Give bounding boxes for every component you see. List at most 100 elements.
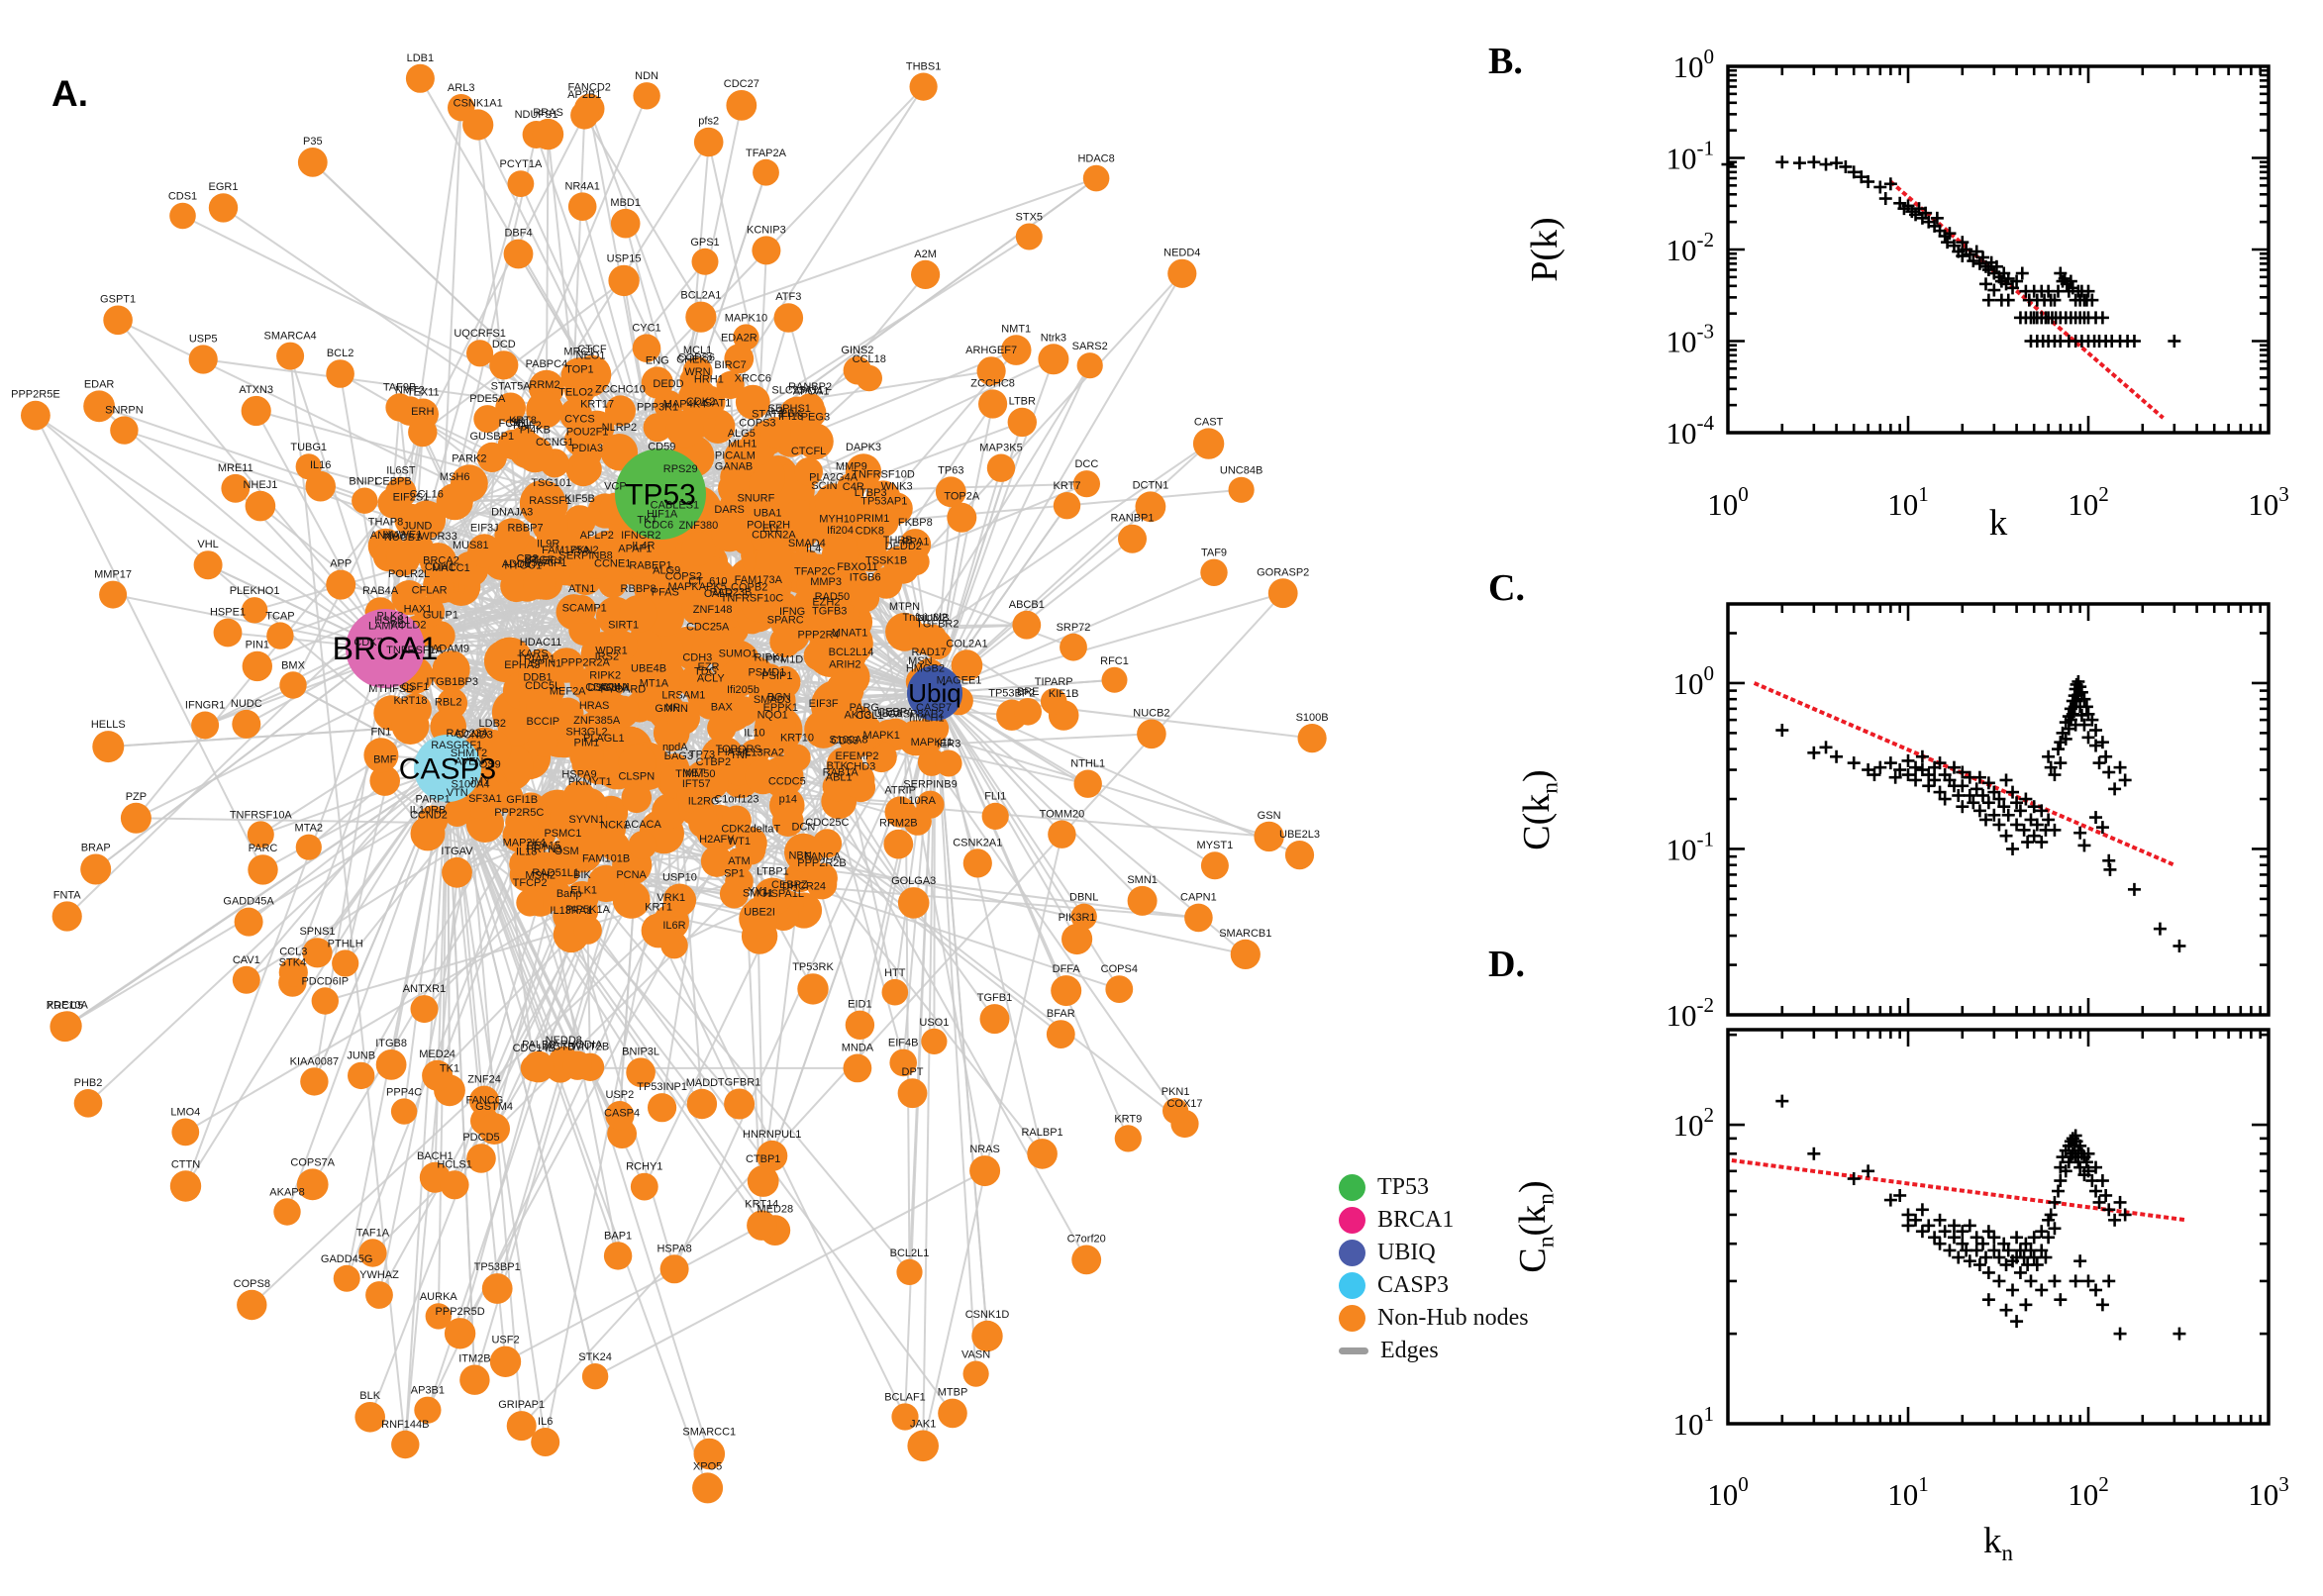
gene-label: UNC84B [1220,465,1262,477]
gene-node [605,395,636,427]
gene-node [191,711,220,740]
gene-label: ZNF148 [693,604,733,616]
axis-tick-label: 101 [1887,1472,1929,1512]
gene-label: CCL3 [279,947,307,958]
gene-node [883,829,914,859]
gene-node [169,1170,202,1202]
gene-label: Banp [556,888,582,900]
gene-label: AP2B1 [567,89,601,101]
gene-label: TFAP2C [794,565,836,577]
gene-label: JUND [403,521,432,533]
gene-node [845,1010,875,1040]
gene-label: STAT5A [491,381,532,393]
gene-label: DBF4 [504,228,532,240]
gene-label: MAPKAPK5 [668,581,727,593]
gene-node [797,973,829,1005]
gene-node [408,417,438,448]
gene-label: RBBP7 [508,523,544,535]
gene-label: CCDC5 [768,776,806,788]
gene-label: ERH [411,406,434,418]
gene-node [365,1281,393,1309]
gene-label: PZP [126,791,147,803]
gene-label: IFT57 [682,778,711,790]
axis-tick-label: 102 [1672,1103,1714,1143]
gene-node [865,741,897,773]
gene-node [909,72,938,101]
gene-label: CDC25A [686,621,730,633]
gene-label: MACC1 [432,562,470,574]
gene-label: CALR [704,588,733,600]
gene-node [245,490,276,522]
gene-label: CDC14B [513,1043,556,1054]
gene-label: CCND3 [455,730,493,742]
gene-label: GULP1 [423,609,458,621]
gene-label: HSPA1L [763,888,804,900]
gene-label: EZR [698,661,720,673]
gene-label: TP53RK [792,961,834,973]
gene-label: SMAD4 [788,538,826,549]
gene-node [619,595,657,633]
gene-label: CASP7 [916,702,952,714]
x-axis-title: k [1989,503,2008,544]
gene-node [693,127,724,157]
chart-panel-c-clustering-coefficient: 100 10-1 10-2 C(kn​) [1516,602,2271,1033]
gene-label: HSPA9 [561,769,596,781]
gene-node [648,1093,677,1123]
gene-label: PIK3R1 [1059,912,1096,924]
gene-label: CEBPA [877,707,914,719]
gene-node [692,1472,724,1504]
gene-label: CASP4 [604,1107,640,1119]
gene-label: MMP17 [94,569,132,581]
gene-label: PDIA3 [571,443,603,454]
gene-label: RNF144B [381,1419,429,1431]
gene-label: TNFRSF10C [721,592,784,604]
gene-label: PPP4C [386,1086,422,1098]
gene-node [610,208,641,239]
gene-node [530,855,558,884]
gene-label: SMAD3 [754,694,791,706]
gene-label: PLA2G4A [809,471,858,483]
gene-node [234,907,263,937]
gene-label: MYH10 [819,514,856,526]
gene-node [302,938,333,968]
gene-label: CTGF [525,554,555,566]
gene-node [422,1059,454,1091]
legend-item: CASP3 [1339,1271,1529,1299]
gene-node [1038,344,1069,375]
gene-label: ATN1 [568,583,595,595]
gene-node [171,1118,200,1147]
legend-label: CASP3 [1377,1271,1450,1298]
legend-label: Edges [1380,1337,1439,1363]
gene-label: VCP [604,481,627,493]
gene-node [1053,492,1081,520]
gene-label: CCL16 [410,488,444,500]
gene-label: OSM [555,846,579,857]
gene-label: GSN [1258,810,1281,822]
gene-node [278,957,308,987]
gene-label: ACTB [546,1041,574,1052]
gene-node [516,889,544,917]
gene-label: UBA1 [754,508,782,520]
gene-label: PLAGL1 [583,733,625,745]
gene-label: CCND2 [410,810,448,822]
gene-label: ATF3 [775,291,801,303]
gene-label: CAV1 [233,954,260,966]
gene-node [889,1048,917,1077]
gene-node [1200,851,1229,880]
gene-label: APOA1 [793,386,830,398]
gene-node [565,880,599,915]
gene-label: ITGB1BP3 [426,676,478,688]
gene-label: IL13RA2 [742,747,784,758]
gene-node [756,541,792,577]
gene-label: MAPK10 [725,312,767,324]
gene-label: TP73 [689,749,715,761]
gene-label: MSH6 [440,471,470,483]
gene-node [188,345,218,374]
gene-node [1200,558,1228,586]
gene-label: GSTM4 [475,1101,513,1113]
gene-node [700,845,733,877]
power-law-fit-line [1731,1158,2187,1223]
gene-node [971,1320,1003,1352]
gene-label: Tnfaip8l2 [902,612,947,624]
gene-node [385,476,417,509]
